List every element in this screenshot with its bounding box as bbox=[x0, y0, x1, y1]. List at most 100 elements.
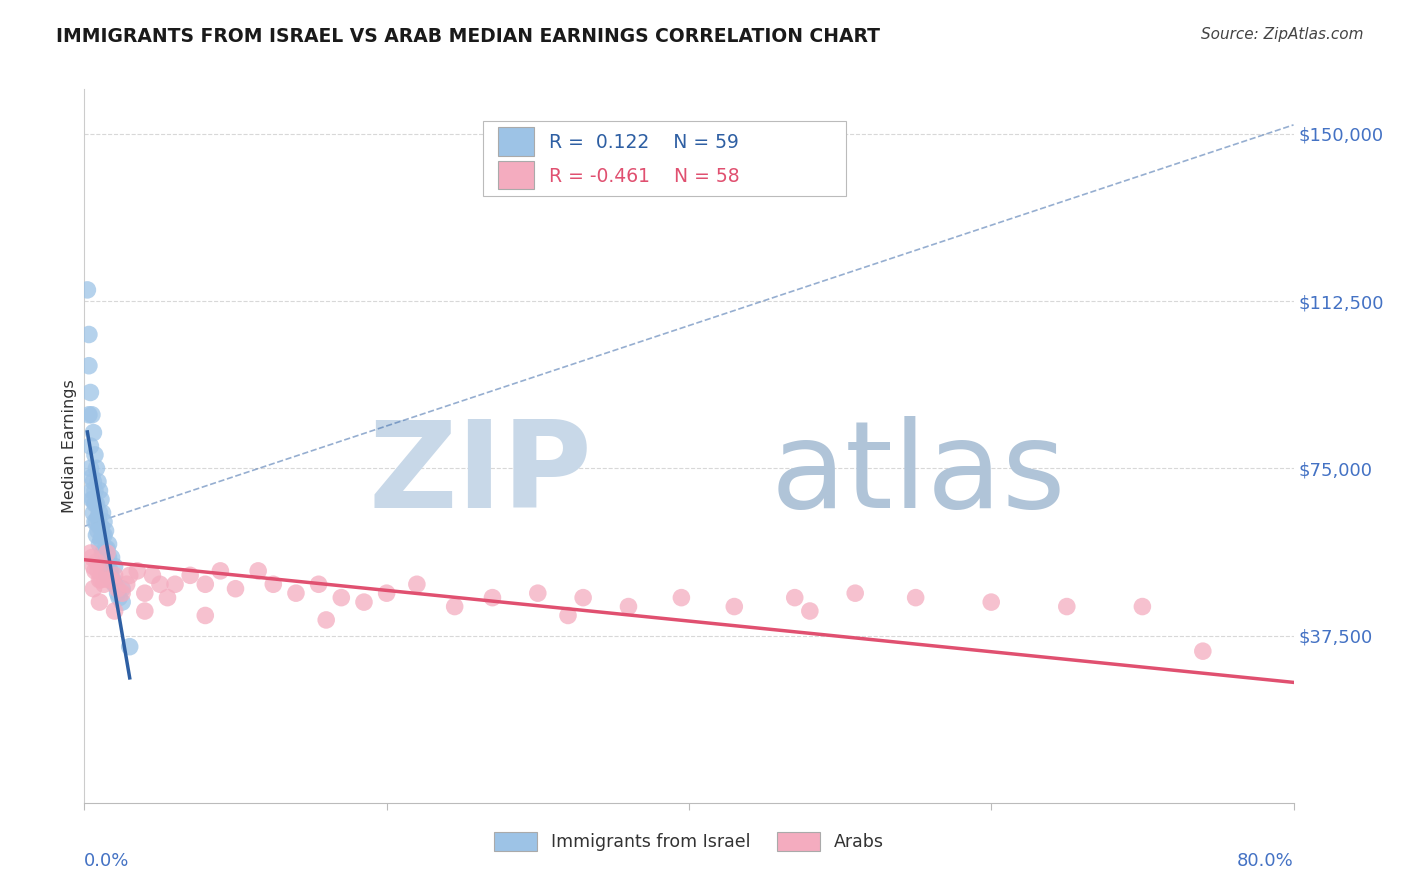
Point bbox=[262, 577, 284, 591]
Point bbox=[104, 577, 127, 591]
Point bbox=[100, 550, 122, 565]
Point bbox=[76, 283, 98, 297]
Point bbox=[90, 519, 112, 533]
Point bbox=[86, 515, 108, 529]
Point bbox=[87, 524, 110, 538]
Point bbox=[89, 506, 111, 520]
Point bbox=[96, 555, 118, 569]
Point bbox=[94, 555, 117, 569]
Point bbox=[247, 564, 270, 578]
Point bbox=[134, 604, 156, 618]
Point bbox=[1130, 599, 1153, 614]
Point bbox=[84, 564, 107, 578]
Point bbox=[89, 537, 111, 551]
Point bbox=[93, 528, 115, 542]
Point bbox=[84, 483, 107, 498]
Point bbox=[93, 546, 115, 560]
Point bbox=[79, 461, 101, 475]
Point bbox=[101, 573, 124, 587]
Point bbox=[90, 492, 112, 507]
Point bbox=[86, 497, 108, 511]
Point bbox=[127, 564, 149, 578]
Point bbox=[165, 577, 187, 591]
Point bbox=[94, 524, 117, 538]
Point bbox=[1192, 644, 1215, 658]
Point bbox=[904, 591, 927, 605]
Point bbox=[156, 591, 179, 605]
Point bbox=[89, 519, 111, 533]
Text: ZIP: ZIP bbox=[368, 416, 592, 533]
Text: R =  0.122    N = 59: R = 0.122 N = 59 bbox=[548, 133, 738, 153]
Point bbox=[723, 599, 745, 614]
Point bbox=[375, 586, 398, 600]
Point bbox=[111, 586, 134, 600]
Point bbox=[90, 533, 112, 547]
Point bbox=[93, 515, 115, 529]
Text: R = -0.461    N = 58: R = -0.461 N = 58 bbox=[548, 167, 740, 186]
Point bbox=[104, 568, 127, 582]
Point bbox=[149, 577, 172, 591]
Point bbox=[107, 582, 129, 596]
Point bbox=[87, 564, 110, 578]
Point bbox=[783, 591, 806, 605]
Point bbox=[100, 573, 122, 587]
Point bbox=[84, 515, 107, 529]
Point bbox=[97, 573, 120, 587]
Point bbox=[96, 541, 118, 556]
Point bbox=[104, 559, 127, 574]
Point bbox=[285, 586, 308, 600]
Point bbox=[96, 546, 118, 560]
Point bbox=[194, 577, 217, 591]
Point bbox=[82, 506, 104, 520]
Point bbox=[77, 408, 100, 422]
Point bbox=[82, 559, 104, 574]
Point bbox=[91, 564, 114, 578]
Point bbox=[98, 564, 121, 578]
Text: 80.0%: 80.0% bbox=[1237, 852, 1294, 870]
Point bbox=[87, 475, 110, 489]
Point bbox=[134, 586, 156, 600]
Point bbox=[799, 604, 821, 618]
Point bbox=[179, 568, 201, 582]
Point bbox=[86, 555, 108, 569]
Bar bbox=[498, 127, 534, 155]
Point bbox=[86, 461, 108, 475]
Point bbox=[89, 595, 111, 609]
Point bbox=[527, 586, 550, 600]
Point bbox=[93, 577, 115, 591]
Point bbox=[209, 564, 232, 578]
Point bbox=[481, 591, 503, 605]
Point bbox=[308, 577, 330, 591]
Text: Source: ZipAtlas.com: Source: ZipAtlas.com bbox=[1201, 27, 1364, 42]
Point bbox=[225, 582, 247, 596]
Point bbox=[80, 470, 103, 484]
Point bbox=[617, 599, 640, 614]
Point bbox=[79, 546, 101, 560]
Point bbox=[111, 595, 134, 609]
Text: 0.0%: 0.0% bbox=[84, 852, 129, 870]
Point bbox=[557, 608, 579, 623]
Text: atlas: atlas bbox=[770, 416, 1067, 533]
Point bbox=[77, 327, 100, 342]
FancyBboxPatch shape bbox=[484, 121, 846, 196]
Point bbox=[89, 483, 111, 498]
Point bbox=[79, 439, 101, 453]
Y-axis label: Median Earnings: Median Earnings bbox=[62, 379, 77, 513]
Point bbox=[980, 595, 1002, 609]
Point bbox=[108, 591, 131, 605]
Point bbox=[100, 573, 122, 587]
Point bbox=[91, 546, 114, 560]
Point bbox=[97, 550, 120, 565]
Point bbox=[80, 483, 103, 498]
Point bbox=[97, 564, 120, 578]
Point bbox=[82, 582, 104, 596]
Point bbox=[79, 385, 101, 400]
Point bbox=[77, 359, 100, 373]
Point bbox=[80, 550, 103, 565]
Point bbox=[94, 541, 117, 556]
Point bbox=[82, 425, 104, 440]
Point bbox=[1056, 599, 1078, 614]
Point bbox=[84, 497, 107, 511]
Point bbox=[104, 604, 127, 618]
Point bbox=[194, 608, 217, 623]
